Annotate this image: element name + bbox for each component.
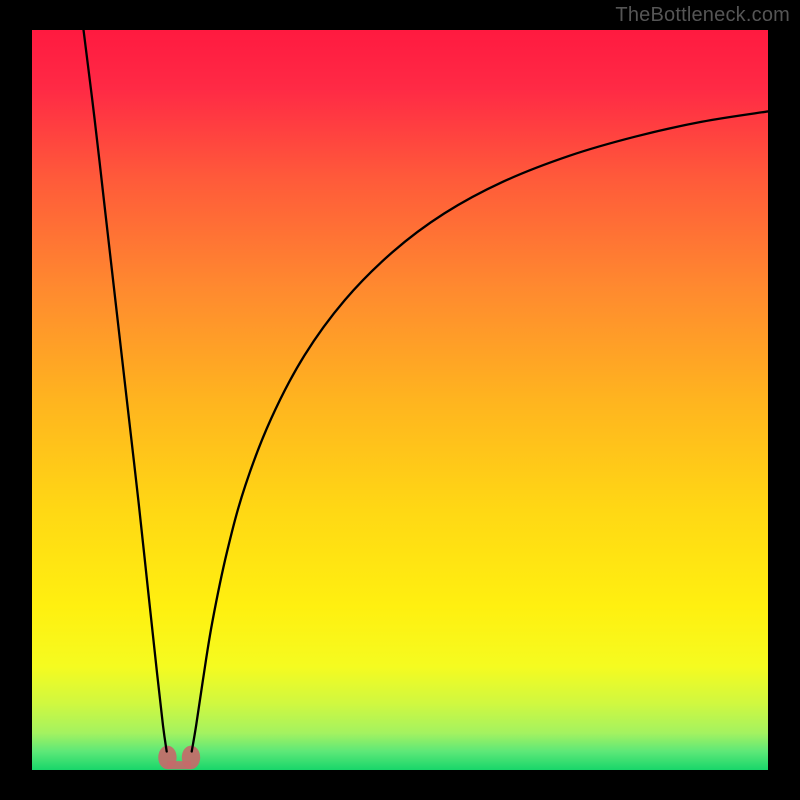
- chart-canvas: TheBottleneck.com: [0, 0, 800, 800]
- watermark-text: TheBottleneck.com: [615, 4, 790, 27]
- bottleneck-curve-chart: [0, 0, 800, 800]
- plot-background: [32, 30, 768, 770]
